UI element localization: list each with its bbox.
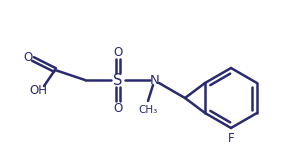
Text: O: O	[113, 45, 123, 59]
Text: O: O	[113, 101, 123, 115]
Text: F: F	[228, 132, 234, 144]
Text: S: S	[113, 72, 123, 88]
Text: N: N	[150, 73, 160, 87]
Text: O: O	[24, 51, 33, 64]
Text: CH₃: CH₃	[138, 105, 158, 115]
Text: OH: OH	[29, 84, 47, 96]
